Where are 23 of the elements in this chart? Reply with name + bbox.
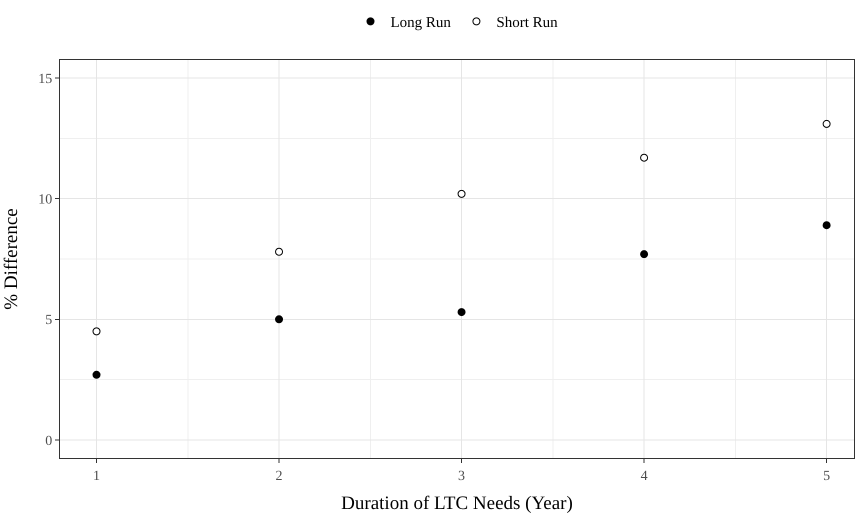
x-tick-label: 1 — [93, 468, 100, 484]
point — [92, 370, 101, 379]
point — [640, 154, 648, 162]
x-tick-label: 4 — [640, 468, 648, 484]
point — [458, 308, 466, 316]
legend-label: Short Run — [496, 15, 558, 32]
point — [92, 327, 101, 336]
y-tick-label: 5 — [45, 313, 52, 328]
point — [275, 315, 284, 324]
point — [822, 120, 831, 128]
x-axis-title: Duration of LTC Needs (Year) — [341, 493, 573, 514]
point — [822, 221, 831, 230]
x-tick-label: 3 — [458, 468, 466, 484]
x-tick-label: 5 — [823, 468, 830, 484]
point — [640, 250, 648, 258]
x-tick-label: 2 — [276, 468, 283, 484]
point — [275, 248, 284, 256]
y-axis-title: % Difference — [1, 208, 22, 310]
legend-label: Long Run — [390, 15, 452, 32]
y-tick-label: 0 — [45, 434, 52, 449]
y-tick-label: 15 — [38, 72, 52, 87]
point — [458, 190, 466, 198]
y-tick-label: 10 — [38, 192, 52, 208]
